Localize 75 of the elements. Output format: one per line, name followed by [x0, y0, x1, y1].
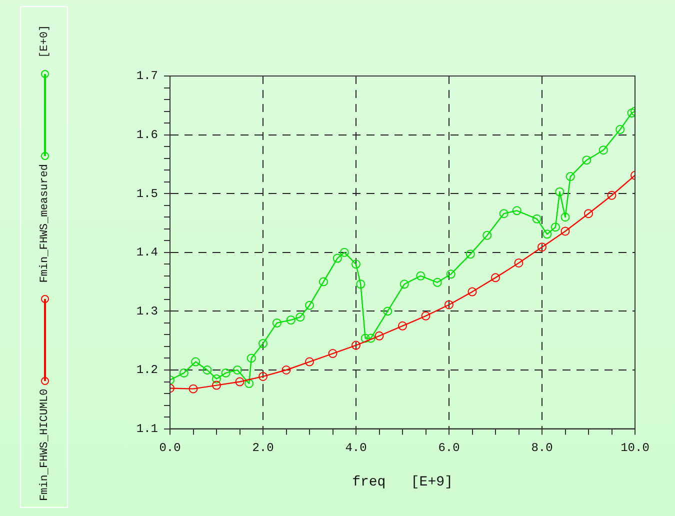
- point: [538, 242, 546, 252]
- legend-label: Fmin_FHWS_measured: [39, 164, 51, 283]
- point: [318, 277, 328, 286]
- point: [232, 366, 242, 374]
- point: [258, 372, 268, 381]
- point: [598, 146, 608, 155]
- point: [582, 156, 592, 165]
- point: [179, 368, 188, 378]
- x-tick-label: 8.0: [531, 441, 553, 456]
- point: [188, 384, 198, 394]
- point: [383, 306, 392, 316]
- point: [235, 377, 244, 386]
- x-tick-label: 6.0: [438, 441, 460, 456]
- text: [E+0]: [39, 24, 51, 58]
- point: [466, 250, 475, 259]
- point: [555, 187, 564, 196]
- point: [584, 209, 593, 218]
- x-tick-label: 2.0: [252, 441, 274, 456]
- point: [246, 354, 256, 363]
- point: [191, 357, 200, 366]
- point: [566, 172, 575, 182]
- point: [305, 357, 314, 366]
- point: [446, 270, 456, 279]
- point: [400, 280, 409, 289]
- point: [352, 340, 360, 350]
- point: [627, 108, 635, 118]
- point: [305, 300, 314, 310]
- point: [512, 206, 522, 216]
- y-tick-label: 1.1: [136, 422, 158, 436]
- point: [212, 380, 221, 390]
- point: [212, 374, 221, 384]
- point: [514, 258, 524, 268]
- point: [202, 366, 212, 374]
- point: [374, 331, 384, 340]
- point: [468, 287, 477, 296]
- y-tick-label: 1.5: [136, 186, 158, 201]
- point: [286, 316, 296, 325]
- point: [550, 222, 560, 232]
- point: [560, 226, 570, 236]
- point: [444, 300, 454, 310]
- point: [607, 190, 616, 200]
- point: [328, 349, 338, 358]
- point: [340, 248, 349, 257]
- point: [398, 321, 407, 330]
- y-tick-label: 1.6: [136, 128, 158, 142]
- point: [282, 366, 291, 374]
- y-tick-label: 1.4: [136, 246, 158, 260]
- point: [356, 280, 366, 289]
- y-tick-label: 1.2: [136, 363, 158, 378]
- point: [366, 334, 376, 343]
- point: [272, 318, 282, 328]
- y-tick-label: 1.7: [136, 69, 158, 84]
- x-axis-title: freq [E+9]: [352, 474, 453, 490]
- point: [221, 368, 230, 378]
- point: [616, 125, 625, 134]
- point: [432, 278, 442, 287]
- x-tick-label: 10.0: [620, 441, 650, 456]
- legend-label: Fmin_FHWS_HICUML0: [39, 388, 51, 501]
- point: [532, 214, 542, 224]
- point: [258, 339, 268, 348]
- point: [296, 312, 305, 322]
- y-tick-label: 1.3: [136, 304, 158, 318]
- x-tick-label: 0.0: [159, 441, 181, 456]
- point: [560, 212, 570, 222]
- point: [491, 273, 500, 282]
- point: [499, 209, 508, 218]
- point: [421, 311, 430, 320]
- point: [360, 334, 370, 343]
- x-tick-label: 4.0: [345, 441, 367, 456]
- point: [244, 379, 254, 388]
- point: [332, 254, 342, 263]
- point: [416, 271, 426, 280]
- point: [542, 230, 552, 239]
- point: [482, 230, 492, 240]
- point: [352, 260, 360, 269]
